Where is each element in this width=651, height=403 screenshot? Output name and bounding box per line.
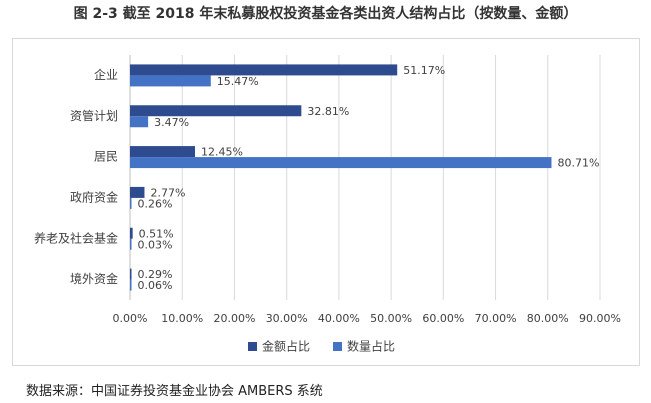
x-tick-label: 70.00% [475, 312, 517, 325]
category-label: 资管计划 [70, 108, 118, 123]
bar-amount [130, 146, 196, 158]
bar-count [130, 116, 149, 128]
legend-label: 数量占比 [347, 339, 395, 354]
data-label: 0.51% [139, 227, 174, 240]
chart-frame [12, 38, 640, 366]
data-label: 0.06% [138, 279, 173, 292]
x-tick-label: 30.00% [266, 312, 308, 325]
data-label: 80.71% [557, 157, 599, 170]
x-tick-label: 20.00% [213, 312, 255, 325]
chart-title: 图 2-3 截至 2018 年末私募股权投资基金各类出资人结构占比（按数量、金额… [73, 6, 578, 22]
category-label: 政府资金 [70, 189, 118, 204]
data-label: 0.26% [138, 197, 173, 210]
data-label: 2.77% [150, 186, 185, 199]
data-label: 32.81% [307, 105, 349, 118]
category-label: 境外资金 [70, 271, 118, 286]
source-note: 数据来源：中国证券投资基金业协会 AMBERS 系统 [26, 384, 323, 399]
bar-amount [130, 64, 398, 76]
data-label: 0.03% [138, 238, 173, 251]
legend-swatch [248, 342, 257, 351]
bar-count [130, 197, 132, 209]
data-label: 3.47% [154, 116, 189, 129]
bar-count [130, 279, 132, 291]
x-tick-label: 60.00% [422, 312, 464, 325]
bar-amount [130, 105, 302, 117]
bar-amount [130, 186, 145, 198]
data-label: 0.29% [138, 268, 173, 281]
category-label: 养老及社会基金 [34, 230, 118, 245]
x-tick-label: 80.00% [527, 312, 569, 325]
legend-label: 金额占比 [262, 339, 310, 354]
category-label: 居民 [94, 150, 118, 164]
x-tick-label: 0.00% [113, 312, 148, 325]
bar-count [130, 238, 132, 250]
legend-swatch [333, 342, 342, 351]
bar-count [130, 157, 552, 169]
data-label: 12.45% [201, 146, 243, 159]
bar-count [130, 75, 211, 87]
x-tick-label: 10.00% [161, 312, 203, 325]
data-label: 15.47% [217, 75, 259, 88]
bar-amount [130, 227, 133, 239]
category-label: 企业 [94, 67, 118, 82]
x-tick-label: 50.00% [370, 312, 412, 325]
x-tick-label: 40.00% [318, 312, 360, 325]
x-tick-label: 90.00% [579, 312, 621, 325]
bar-amount [130, 268, 132, 280]
data-label: 51.17% [403, 64, 445, 77]
